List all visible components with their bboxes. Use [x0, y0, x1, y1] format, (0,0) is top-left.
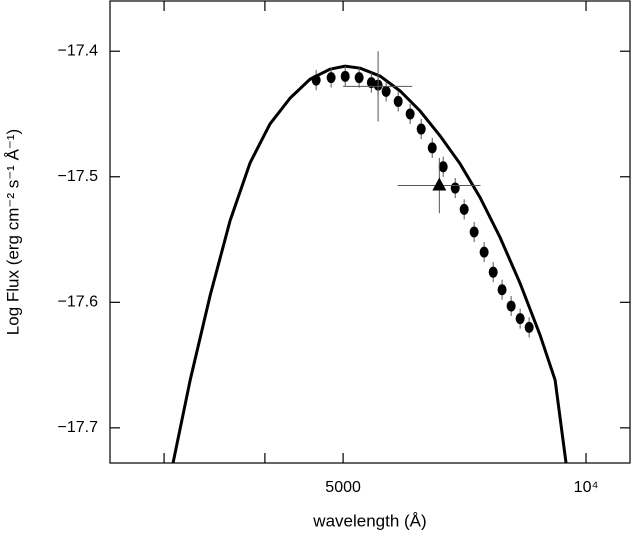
y-axis-label: Log Flux (erg cm⁻² s⁻¹ Å⁻¹)	[3, 129, 22, 335]
data-point	[416, 123, 426, 135]
data-point	[354, 72, 364, 84]
x-tick-label: 10⁴	[574, 479, 599, 496]
data-point	[524, 321, 534, 333]
y-tick-label: −17.5	[58, 168, 99, 185]
data-point	[479, 246, 489, 258]
model-curve	[171, 64, 568, 463]
data-point	[326, 72, 336, 84]
x-axis-label: wavelength (Å)	[312, 511, 426, 530]
data-point	[427, 142, 437, 154]
data-point	[497, 284, 507, 296]
plot-frame	[109, 0, 631, 464]
y-tick-label: −17.6	[58, 294, 99, 311]
y-tick-label: −17.7	[58, 419, 99, 436]
data-point	[438, 161, 448, 173]
data-point	[381, 85, 391, 97]
data-point	[459, 203, 469, 215]
data-point	[450, 182, 460, 194]
data-point	[515, 313, 525, 325]
data-point	[340, 70, 350, 82]
data-point	[488, 266, 498, 278]
y-tick-label: −17.4	[58, 42, 99, 59]
data-point	[393, 95, 403, 107]
data-point	[311, 74, 321, 86]
data-point	[469, 226, 479, 238]
data-point	[405, 108, 415, 120]
data-point	[506, 300, 516, 312]
x-tick-label: 5000	[325, 479, 361, 496]
triangle-point	[432, 177, 447, 191]
